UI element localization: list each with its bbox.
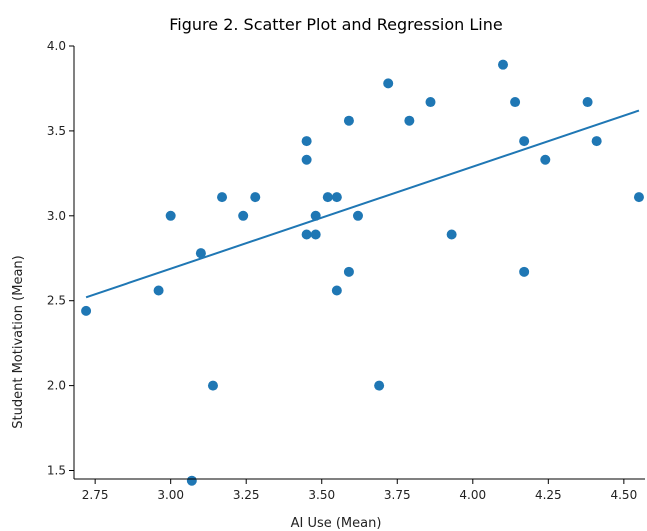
regression-layer bbox=[85, 109, 640, 299]
data-point bbox=[331, 192, 342, 203]
x-tick-label: 3.25 bbox=[233, 488, 260, 502]
data-point bbox=[331, 285, 342, 296]
data-point bbox=[301, 154, 312, 165]
x-tick-label: 4.25 bbox=[535, 488, 562, 502]
data-point bbox=[207, 380, 218, 391]
points-layer bbox=[81, 59, 644, 486]
data-point bbox=[322, 192, 333, 203]
data-point bbox=[153, 285, 164, 296]
data-point bbox=[383, 78, 394, 89]
data-point bbox=[519, 136, 530, 147]
x-axis-label: AI Use (Mean) bbox=[291, 516, 382, 531]
data-point bbox=[352, 210, 363, 221]
y-tick-label: 2.0 bbox=[47, 379, 66, 393]
data-point bbox=[238, 210, 249, 221]
data-point bbox=[374, 380, 385, 391]
data-point bbox=[310, 229, 321, 240]
data-point bbox=[591, 136, 602, 147]
x-tick-label: 4.50 bbox=[610, 488, 637, 502]
data-point bbox=[519, 266, 530, 277]
x-tick-label: 2.75 bbox=[82, 488, 109, 502]
data-point bbox=[301, 229, 312, 240]
data-point bbox=[510, 97, 521, 108]
data-point bbox=[165, 210, 176, 221]
data-point bbox=[217, 192, 228, 203]
data-point bbox=[498, 59, 509, 70]
data-point bbox=[250, 192, 261, 203]
data-point bbox=[301, 136, 312, 147]
regression-line bbox=[85, 109, 640, 299]
data-point bbox=[186, 475, 197, 486]
x-tick-label: 3.75 bbox=[384, 488, 411, 502]
axes-layer: 2.75 3.00 3.25 3.50 3.75 4.00 4.25 4.50 1.5 2.0 2.… bbox=[47, 39, 645, 502]
data-point bbox=[310, 210, 321, 221]
data-point bbox=[343, 266, 354, 277]
data-point bbox=[81, 305, 92, 316]
data-point bbox=[540, 154, 551, 165]
y-tick-label: 3.0 bbox=[47, 209, 66, 223]
data-point bbox=[404, 115, 415, 126]
x-tick-label: 3.50 bbox=[308, 488, 335, 502]
y-axis-label: Student Motivation (Mean) bbox=[11, 255, 26, 428]
data-point bbox=[582, 97, 593, 108]
y-tick-label: 1.5 bbox=[47, 464, 66, 478]
x-tick-label: 3.00 bbox=[157, 488, 184, 502]
y-tick-label: 4.0 bbox=[47, 39, 66, 53]
y-tick-label: 2.5 bbox=[47, 294, 66, 308]
data-point bbox=[446, 229, 457, 240]
data-point bbox=[195, 248, 206, 259]
data-point bbox=[425, 97, 436, 108]
chart-title: Figure 2. Scatter Plot and Regression Li… bbox=[169, 15, 502, 34]
x-tick-label: 4.00 bbox=[459, 488, 486, 502]
data-point bbox=[633, 192, 644, 203]
data-point bbox=[343, 115, 354, 126]
y-tick-label: 3.5 bbox=[47, 124, 66, 138]
